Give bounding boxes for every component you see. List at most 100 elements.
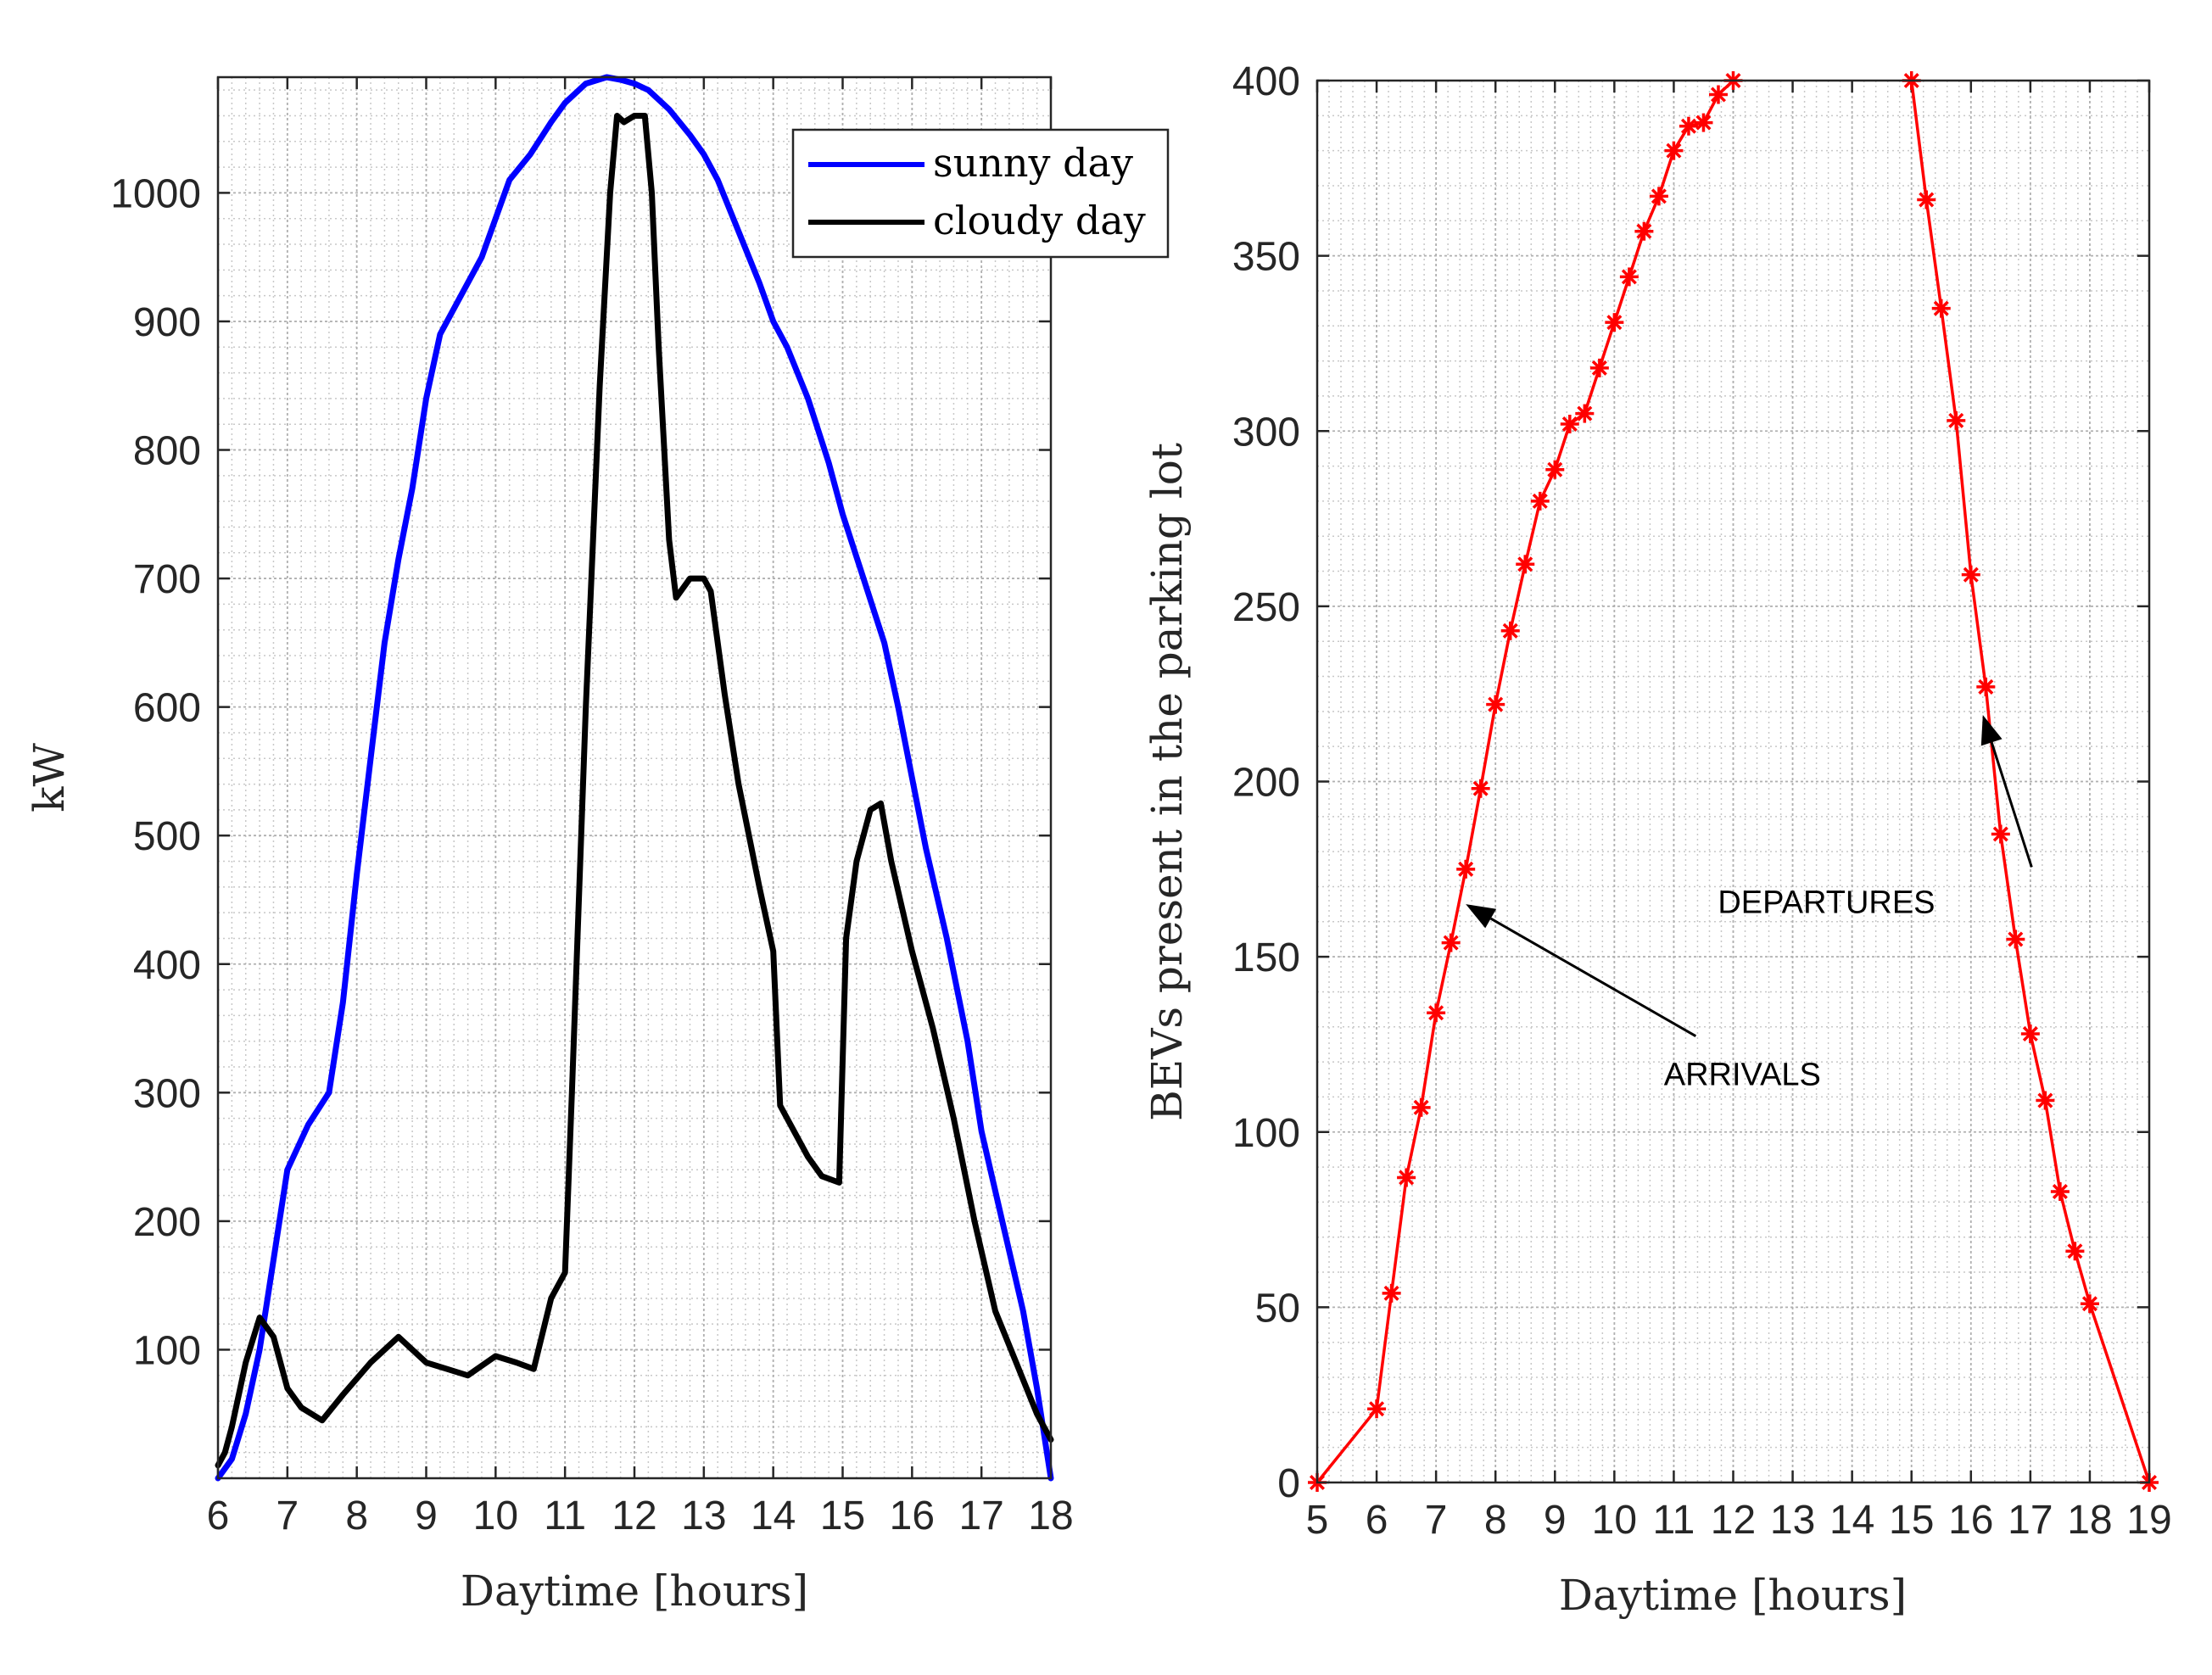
- x-tick-label: 13: [1770, 1498, 1815, 1543]
- x-tick-label: 15: [1889, 1498, 1934, 1543]
- legend-label-cloudy: cloudy day: [933, 198, 1146, 243]
- annotations: ARRIVALS DEPARTURES: [1466, 714, 2033, 1093]
- data-point-departures: [1961, 565, 1980, 584]
- y-tick-label: 900: [133, 300, 201, 345]
- y-tick-label: 50: [1255, 1286, 1300, 1331]
- x-tick-label: 18: [2067, 1498, 2112, 1543]
- y-tick-label: 400: [1232, 59, 1300, 104]
- series-line-departures: [1909, 79, 2151, 1484]
- legend: sunny day cloudy day: [791, 128, 1170, 259]
- asterisk-stroke: [1695, 114, 1712, 131]
- asterisk-stroke: [1591, 360, 1607, 376]
- y-tick-label: 250: [1232, 585, 1300, 630]
- y-tick-label: 500: [133, 814, 201, 859]
- y-tick-label: 600: [133, 686, 201, 731]
- data-point-departures: [1991, 824, 2010, 844]
- asterisk-stroke: [1606, 315, 1623, 331]
- arrivals-arrow: [1489, 917, 1697, 1038]
- x-tick-label: 10: [473, 1494, 518, 1538]
- y-tick-label: 200: [133, 1200, 201, 1245]
- x-tick-label: 10: [1592, 1498, 1637, 1543]
- x-tick-label: 7: [276, 1494, 299, 1538]
- asterisk-stroke: [1621, 269, 1637, 285]
- x-tick-label: 19: [2126, 1498, 2171, 1543]
- asterisk-stroke: [1561, 416, 1578, 433]
- asterisk-stroke: [1680, 118, 1696, 134]
- data-point-arrivals: [1605, 313, 1624, 332]
- x-tick-label: 15: [820, 1494, 865, 1538]
- x-tick-label: 9: [1544, 1498, 1567, 1543]
- series-line-sunny-day: [215, 74, 1054, 1482]
- asterisk-stroke: [1547, 461, 1563, 477]
- data-point-arrivals: [1560, 414, 1579, 433]
- x-tick-label: 7: [1425, 1498, 1448, 1543]
- y-tick-label: 350: [1232, 235, 1300, 280]
- data-point-arrivals: [1411, 1097, 1431, 1117]
- data-point-departures: [2036, 1091, 2055, 1110]
- left-ticks: 6 7 8 9 10 11 12 13 14 15 16 17 18 100 200 300 400 500 600…: [110, 77, 1074, 1538]
- data-point-arrivals: [1619, 267, 1639, 287]
- y-tick-label: 800: [133, 429, 201, 474]
- x-tick-label: 18: [1028, 1494, 1073, 1538]
- data-point-departures: [2006, 930, 2025, 949]
- legend-box: [791, 128, 1170, 259]
- data-point-arrivals: [1694, 113, 1713, 132]
- x-tick-label: 12: [1711, 1498, 1756, 1543]
- x-tick-label: 17: [2008, 1498, 2053, 1543]
- data-point-arrivals: [1649, 187, 1668, 206]
- asterisk-stroke: [1992, 826, 2008, 842]
- asterisk-stroke: [1502, 623, 1518, 639]
- data-point-departures: [2080, 1294, 2099, 1314]
- asterisk-stroke: [1428, 1005, 1444, 1021]
- y-tick-label: 300: [133, 1071, 201, 1116]
- asterisk-stroke: [1413, 1099, 1429, 1115]
- asterisk-stroke: [1651, 188, 1667, 204]
- left-axes-box: [216, 75, 1053, 1480]
- asterisk-stroke: [1383, 1285, 1399, 1301]
- data-point-departures: [1976, 677, 1996, 696]
- arrivals-annotation: ARRIVALS: [1664, 1058, 1821, 1093]
- legend-label-sunny: sunny day: [933, 140, 1133, 186]
- data-point-arrivals: [1664, 141, 1684, 160]
- data-point-arrivals: [1708, 85, 1728, 104]
- data-point-arrivals: [1575, 404, 1595, 423]
- data-point-departures: [1931, 299, 1951, 318]
- data-point-arrivals: [1486, 695, 1505, 714]
- data-point-arrivals: [1530, 491, 1550, 511]
- x-tick-label: 6: [1366, 1498, 1388, 1543]
- y-tick-label: 150: [1232, 935, 1300, 980]
- departures-annotation: DEPARTURES: [1718, 885, 1935, 920]
- x-tick-label: 8: [1484, 1498, 1507, 1543]
- y-tick-label: 400: [133, 943, 201, 988]
- asterisk-stroke: [1443, 935, 1459, 951]
- y-tick-label: 1000: [110, 171, 201, 216]
- right-y-axis-label: BEVs present in the parking lot: [1142, 443, 1192, 1121]
- arrivals-arrowhead: [1466, 904, 1497, 929]
- right-panel: 5 6 7 8 9 10 11 12 13 14 15 16 17 18 19 0 50 100 150 200 250…: [1142, 59, 2172, 1620]
- x-tick-label: 13: [681, 1494, 726, 1538]
- asterisk-stroke: [1517, 556, 1533, 572]
- left-x-axis-label: Daytime [hours]: [461, 1566, 808, 1616]
- left-y-axis-label: kW: [25, 743, 74, 812]
- x-tick-label: 9: [415, 1494, 438, 1538]
- asterisk-stroke: [1933, 300, 1949, 316]
- asterisk-stroke: [1458, 861, 1474, 877]
- data-point-departures: [1917, 190, 1936, 209]
- asterisk-stroke: [1472, 780, 1489, 796]
- asterisk-stroke: [1963, 567, 1979, 583]
- x-tick-label: 14: [1829, 1498, 1874, 1543]
- y-tick-label: 700: [133, 557, 201, 602]
- asterisk-stroke: [2067, 1243, 2083, 1259]
- data-point-arrivals: [1500, 621, 1520, 640]
- asterisk-stroke: [2052, 1183, 2068, 1200]
- data-point-arrivals: [1441, 933, 1461, 952]
- asterisk-stroke: [1577, 405, 1593, 422]
- y-tick-label: 300: [1232, 410, 1300, 455]
- data-point-arrivals: [1427, 1003, 1446, 1023]
- x-tick-label: 11: [1653, 1498, 1695, 1543]
- asterisk-stroke: [1978, 678, 1994, 695]
- asterisk-stroke: [2022, 1026, 2038, 1042]
- right-ticks: 5 6 7 8 9 10 11 12 13 14 15 16 17 18 19 0 50 100 150 200 250…: [1232, 59, 2172, 1543]
- asterisk-stroke: [1532, 493, 1548, 509]
